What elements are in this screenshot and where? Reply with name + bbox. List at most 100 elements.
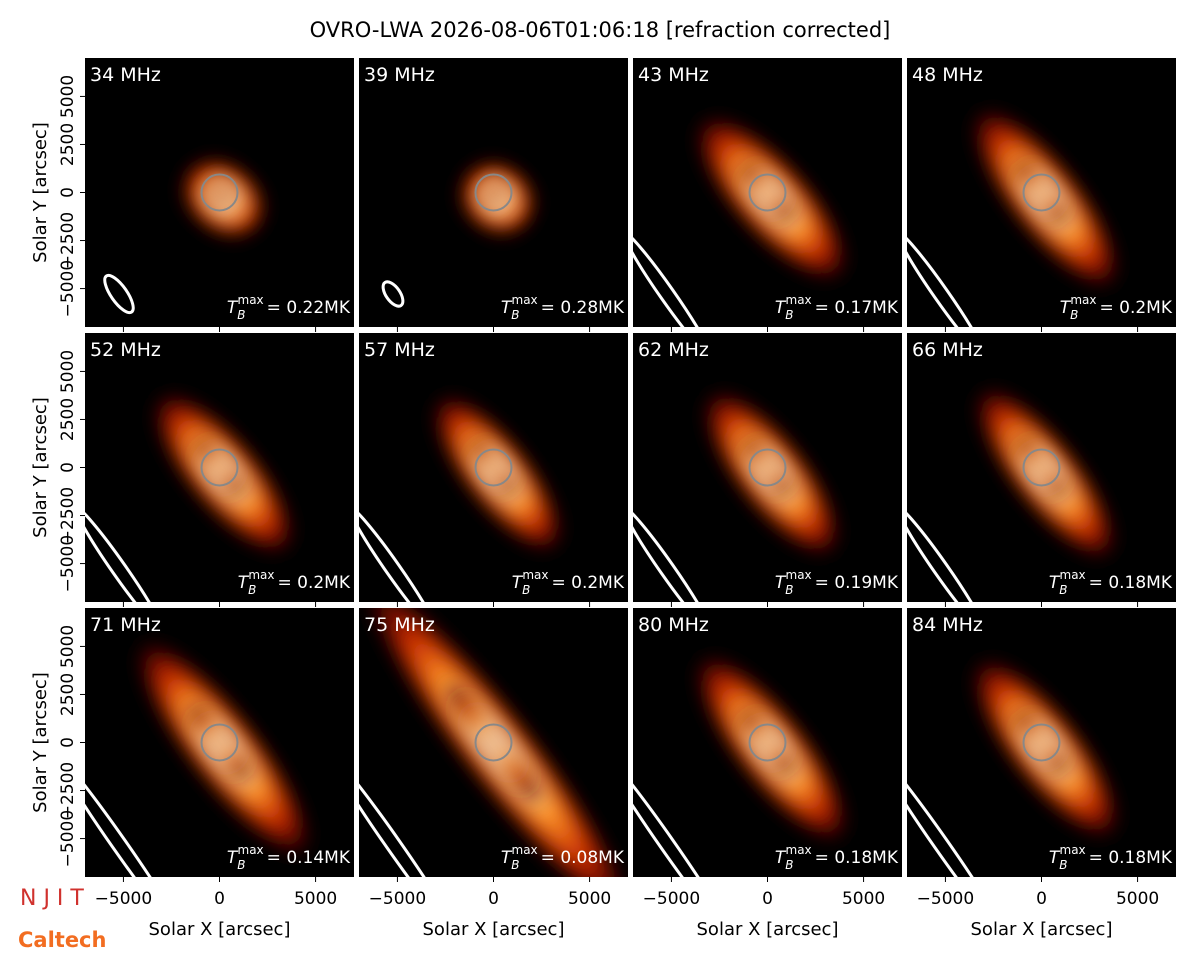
frequency-label: 84 MHz xyxy=(912,614,983,636)
panel xyxy=(633,333,902,602)
tb-sup: max xyxy=(238,843,264,857)
tb-max: TBmax = 0.08MK xyxy=(501,843,625,872)
solar-disk xyxy=(1022,448,1061,487)
x-tick-label: −5000 xyxy=(95,889,153,909)
tb-value: = 0.08MK xyxy=(541,848,625,868)
y-tick-label: 5000 xyxy=(58,350,78,393)
panel xyxy=(85,333,354,602)
tb-value: = 0.28MK xyxy=(541,298,625,318)
panel xyxy=(907,58,1176,327)
beam xyxy=(633,752,732,877)
tb-symbol: T xyxy=(775,848,787,868)
x-tick-label: 0 xyxy=(214,889,225,909)
solar-disk xyxy=(748,173,787,212)
beam xyxy=(907,752,1006,877)
tb-sub: B xyxy=(785,583,793,597)
frequency-label: 75 MHz xyxy=(364,614,435,636)
solar-disk xyxy=(200,173,239,212)
y-tick-label: 2500 xyxy=(58,123,78,166)
panel xyxy=(633,58,902,327)
tb-max: TBmax = 0.18MK xyxy=(775,843,899,872)
x-tick-label: 5000 xyxy=(294,889,337,909)
y-tick-label: −5000 xyxy=(58,810,78,868)
tb-sub: B xyxy=(237,858,245,872)
tb-sup: max xyxy=(1060,843,1086,857)
x-tick-label: 5000 xyxy=(568,889,611,909)
panel xyxy=(359,58,628,327)
x-axis-label: Solar X [arcsec] xyxy=(149,919,291,940)
y-tick-label: 2500 xyxy=(58,673,78,716)
tb-max: TBmax = 0.18MK xyxy=(1049,843,1173,872)
x-tick-label: 0 xyxy=(762,889,773,909)
logo-njit: N J I T xyxy=(20,886,84,911)
tb-sup: max xyxy=(786,293,812,307)
tb-value: = 0.19MK xyxy=(815,573,899,593)
tb-sup: max xyxy=(238,293,264,307)
emission-core xyxy=(738,161,797,224)
y-tick-label: 0 xyxy=(58,737,78,748)
tb-max: TBmax = 0.2MK xyxy=(238,568,351,597)
tb-sub: B xyxy=(522,583,530,597)
tb-sub: B xyxy=(1070,308,1078,322)
tb-value: = 0.2MK xyxy=(1100,298,1173,318)
emission-core xyxy=(202,176,237,209)
y-tick-label: −2500 xyxy=(58,212,78,270)
panel xyxy=(907,333,1176,602)
tb-sup: max xyxy=(1060,568,1086,582)
beam xyxy=(907,505,986,602)
panel xyxy=(359,333,628,602)
frequency-label: 34 MHz xyxy=(90,64,161,86)
y-tick-label: −2500 xyxy=(58,487,78,545)
emission-core xyxy=(444,681,543,804)
solar-disk xyxy=(474,723,513,762)
x-axis-label: Solar X [arcsec] xyxy=(971,919,1113,940)
tb-symbol: T xyxy=(775,573,787,593)
tb-sup: max xyxy=(786,843,812,857)
y-tick-label: −5000 xyxy=(58,260,78,318)
beam xyxy=(633,505,712,602)
frequency-label: 62 MHz xyxy=(638,339,709,361)
solar-disk xyxy=(1022,173,1061,212)
frequency-label: 66 MHz xyxy=(912,339,983,361)
panel xyxy=(359,608,628,877)
tb-value: = 0.14MK xyxy=(267,848,351,868)
solar-disk xyxy=(200,448,239,487)
beam xyxy=(85,505,164,602)
tb-sub: B xyxy=(248,583,256,597)
emission-core xyxy=(1013,709,1070,776)
x-tick-label: 5000 xyxy=(1116,889,1159,909)
tb-symbol: T xyxy=(238,573,250,593)
emission-core xyxy=(738,707,797,778)
tb-max: TBmax = 0.28MK xyxy=(501,293,625,322)
emission-core xyxy=(468,438,519,497)
tb-sup: max xyxy=(786,568,812,582)
tb-max: TBmax = 0.2MK xyxy=(1060,293,1173,322)
tb-sup: max xyxy=(512,293,538,307)
tb-value: = 0.2MK xyxy=(552,573,625,593)
x-axis-label: Solar X [arcsec] xyxy=(697,919,839,940)
tb-sup: max xyxy=(1070,293,1096,307)
emission-core xyxy=(1014,435,1069,500)
y-tick-label: −5000 xyxy=(58,535,78,593)
tb-sub: B xyxy=(785,858,793,872)
y-tick-label: 5000 xyxy=(58,625,78,668)
figure-title: OVRO-LWA 2026-08-06T01:06:18 [refraction… xyxy=(310,18,891,42)
frequency-label: 71 MHz xyxy=(90,614,161,636)
y-axis-label: Solar Y [arcsec] xyxy=(30,397,51,538)
frequency-label: 57 MHz xyxy=(364,339,435,361)
tb-sup: max xyxy=(512,843,538,857)
solar-disk xyxy=(200,723,239,762)
tb-value: = 0.22MK xyxy=(267,298,351,318)
solar-disk xyxy=(1022,723,1061,762)
panel xyxy=(85,608,354,877)
y-tick-label: 0 xyxy=(58,187,78,198)
x-tick-label: 5000 xyxy=(842,889,885,909)
tb-value: = 0.17MK xyxy=(815,298,899,318)
tb-symbol: T xyxy=(1060,298,1072,318)
tb-symbol: T xyxy=(227,848,239,868)
beam xyxy=(381,280,405,308)
tb-value: = 0.18MK xyxy=(1089,848,1173,868)
tb-sub: B xyxy=(511,308,519,322)
tb-max: TBmax = 0.19MK xyxy=(775,568,899,597)
tb-symbol: T xyxy=(775,298,787,318)
